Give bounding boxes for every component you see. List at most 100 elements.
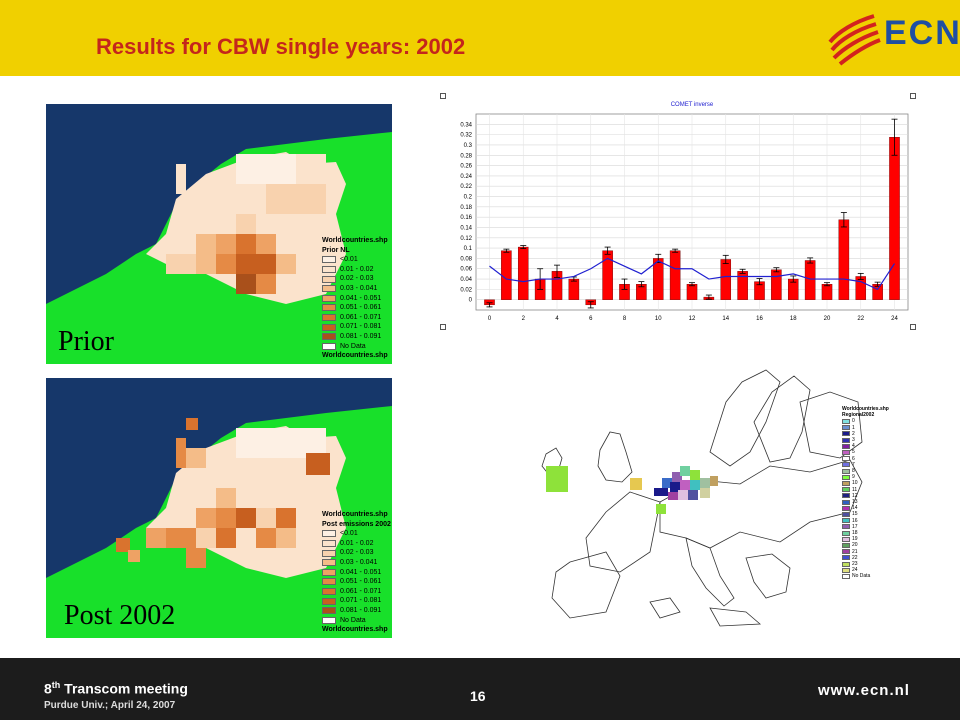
y-tick-label: 0.02 [460,287,472,293]
legend-row: 0.01 - 0.02 [322,539,432,549]
europe-legend-row: 15 [842,511,912,517]
europe-map [510,362,870,630]
legend-swatch [842,574,850,580]
legend-swatch [842,419,850,424]
x-tick-label: 14 [722,316,729,322]
y-tick-label: 0.32 [460,133,472,139]
bar [669,250,681,300]
europe-legend-row: 8 [842,468,912,474]
y-tick-label: 0.2 [464,195,473,201]
bar-chart: 0 0.02 0.04 0.06 0.08 0.1 0.12 0.14 0.16 0.18 0.2 0… [440,90,918,330]
europe-legend-row: 4 [842,443,912,449]
legend-swatch [842,536,850,542]
europe-legend-row: 22 [842,555,912,561]
legend-swatch [322,540,336,548]
legend-swatch [842,431,850,437]
y-tick-label: 0.24 [460,174,472,180]
bar [804,260,816,300]
chart-title: COMET inverse [671,102,714,108]
slide-title: Results for CBW single years: 2002 [96,34,466,59]
europe-legend-row: 0 [842,418,912,424]
ecn-logo-icon [828,14,881,66]
legend-label: 8 [852,468,855,475]
x-tick-label: 20 [824,316,831,322]
prior-line [489,257,896,291]
legend-label: 20 [852,542,858,549]
footer-url[interactable]: www.ecn.nl [818,682,910,699]
bar [889,137,900,300]
legend-label: 0 [852,418,855,425]
y-tick-label: 0.12 [460,236,472,242]
legend-label: 22 [852,554,858,561]
legend-row: 0.051 - 0.061 [322,577,432,587]
logo-text: ECN [884,14,960,52]
bar [501,250,512,300]
legend-label: 16 [852,517,858,524]
europe-legend-row: 2 [842,431,912,437]
header-bar [0,0,960,76]
footer-meeting: 8th Transcom meeting [44,680,188,697]
legend-label: 3 [852,437,855,444]
legend-row: 0.081 - 0.091 [322,332,432,342]
x-tick-label: 12 [689,316,696,322]
legend-layer2: Worldcountries.shp [322,352,388,360]
legend-swatch [842,530,850,536]
legend-swatch [842,561,850,567]
footer-bar: 8th Transcom meeting Purdue Univ.; April… [0,658,960,720]
post-legend: Worldcountries.shp Post emissions 2002 <… [322,510,432,640]
legend-label: 24 [852,567,858,574]
legend-row: 0.061 - 0.071 [322,587,432,597]
bar [568,278,580,300]
legend-swatch [842,462,850,468]
legend-swatch [842,518,850,524]
y-tick-label: 0.18 [460,205,472,211]
x-tick-label: 2 [522,316,526,322]
europe-legend-row: 16 [842,518,912,524]
europe-legend-row: 17 [842,524,912,530]
x-tick-label: 22 [857,316,864,322]
resize-handle[interactable] [910,324,916,330]
legend-swatch [322,342,336,350]
bar-chart-svg: 0 0.02 0.04 0.06 0.08 0.1 0.12 0.14 0.16 0.18 0.2 0… [460,102,909,322]
legend-swatch [842,524,850,530]
legend-row: 0.071 - 0.081 [322,596,432,606]
legend-layer2: Worldcountries.shp [322,626,388,634]
prior-map [46,104,392,364]
europe-legend-row: 14 [842,505,912,511]
legend-row: 0.051 - 0.061 [322,303,432,313]
legend-label: 5 [852,449,855,456]
legend-swatch [842,555,850,561]
bar [821,284,833,300]
legend-swatch [842,549,850,555]
legend-swatch [322,256,336,264]
legend-swatch [322,294,336,302]
legend-swatch [842,425,850,431]
bar [517,246,529,300]
europe-legend-row: 1 [842,425,912,431]
legend-swatch [322,333,336,341]
bar [720,259,732,300]
legend-row: 0.041 - 0.051 [322,568,432,578]
legend-row: 0.03 - 0.041 [322,284,432,294]
legend-swatch [842,493,850,499]
legend-label: 21 [852,548,858,555]
resize-handle[interactable] [440,93,446,99]
legend-row: <0.01 [322,529,432,539]
legend-swatch [842,543,850,549]
resize-handle[interactable] [910,93,916,99]
y-tick-label: 0.22 [460,184,472,190]
legend-label: 15 [852,511,858,518]
europe-legend-row: 23 [842,561,912,567]
y-tick-label: 0.1 [464,246,473,252]
legend-swatch [322,314,336,322]
y-tick-label: 0.06 [460,267,472,273]
legend-swatch [842,456,850,462]
resize-handle[interactable] [440,324,446,330]
x-tick-label: 10 [655,316,662,322]
legend-label: 23 [852,561,858,568]
legend-swatch [322,285,336,293]
legend-row: 0.01 - 0.02 [322,265,432,275]
x-tick-label: 6 [589,316,593,322]
europe-legend-row: 11 [842,487,912,493]
